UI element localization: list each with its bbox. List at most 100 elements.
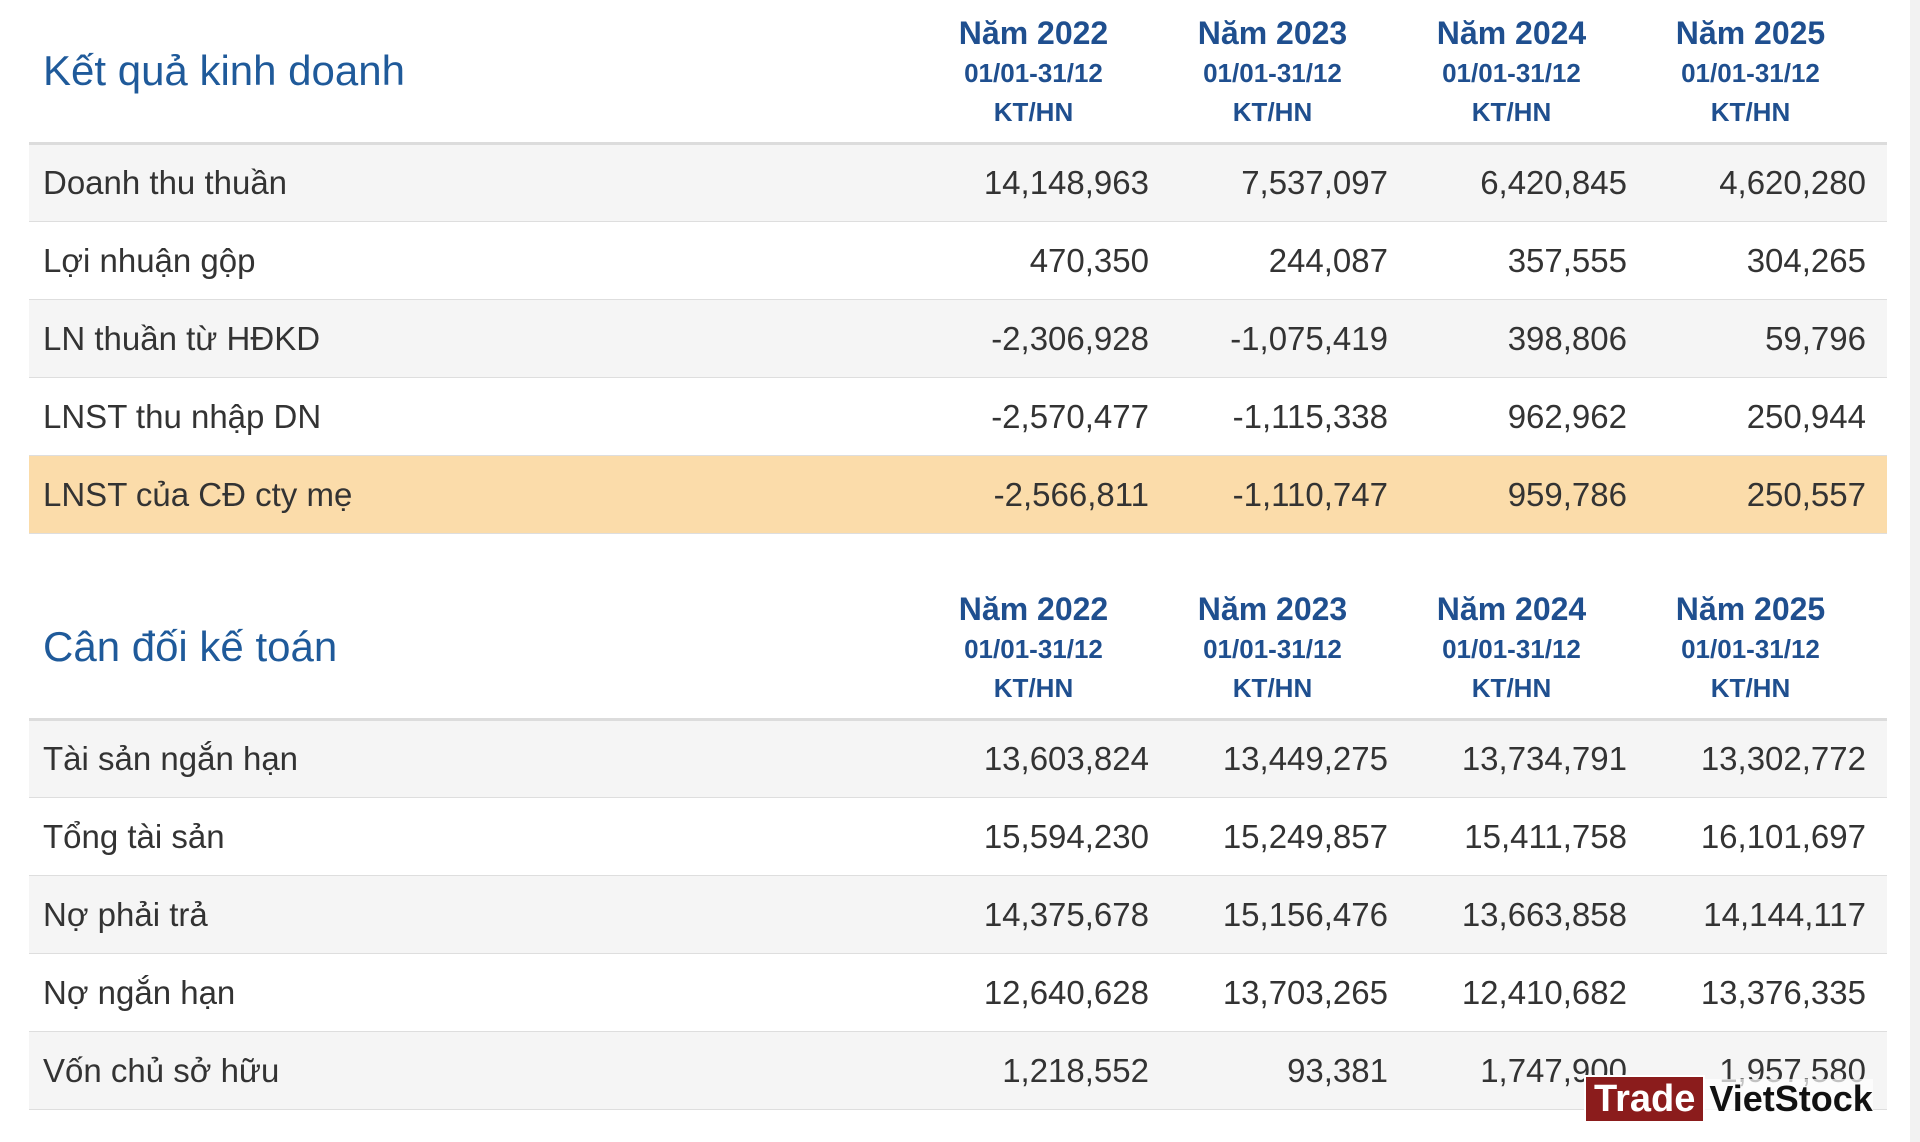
table-row: LN thuần từ HĐKD -2,306,928 -1,075,419 3… xyxy=(29,299,1887,378)
row-value: 15,594,230 xyxy=(914,797,1153,876)
row-spacer xyxy=(1870,719,1887,798)
table-row: Tổng tài sản 15,594,230 15,249,857 15,41… xyxy=(29,797,1887,876)
column-type-label: KT/HN xyxy=(1471,96,1552,127)
row-value: 470,350 xyxy=(914,221,1153,300)
row-label[interactable]: Tổng tài sản xyxy=(29,797,914,876)
table-row: Vốn chủ sở hữu 1,218,552 93,381 1,747,90… xyxy=(29,1031,1887,1110)
row-value: 13,376,335 xyxy=(1631,953,1870,1032)
table-row: Nợ phải trả 14,375,678 15,156,476 13,663… xyxy=(29,875,1887,954)
row-label[interactable]: LNST của CĐ cty mẹ xyxy=(29,455,914,534)
row-value: -2,566,811 xyxy=(914,455,1153,534)
column-type-label: KT/HN xyxy=(1232,96,1313,127)
row-label[interactable]: LNST thu nhập DN xyxy=(29,377,914,456)
column-type-label: KT/HN xyxy=(1232,672,1313,703)
row-value: 1,218,552 xyxy=(914,1031,1153,1110)
row-label[interactable]: Doanh thu thuần xyxy=(29,143,914,222)
header-spacer xyxy=(1870,576,1887,721)
column-header-year: Năm 2024 01/01-31/12 KT/HN xyxy=(1392,0,1631,145)
row-label[interactable]: Tài sản ngắn hạn xyxy=(29,719,914,798)
column-period-label: 01/01-31/12 xyxy=(1442,634,1581,664)
row-value: 93,381 xyxy=(1153,1031,1392,1110)
row-spacer xyxy=(1870,797,1887,876)
row-value: 13,449,275 xyxy=(1153,719,1392,798)
income-statement-table: Kết quả kinh doanh Năm 2022 01/01-31/12 … xyxy=(29,0,1887,534)
row-value: -1,110,747 xyxy=(1153,455,1392,534)
column-year-label: Năm 2025 xyxy=(1675,590,1826,627)
row-label[interactable]: Nợ ngắn hạn xyxy=(29,953,914,1032)
section-title-balance-sheet[interactable]: Cân đối kế toán xyxy=(29,576,914,721)
column-type-label: KT/HN xyxy=(993,96,1074,127)
balance-sheet-table: Cân đối kế toán Năm 2022 01/01-31/12 KT/… xyxy=(29,576,1887,1110)
row-value: 4,620,280 xyxy=(1631,143,1870,222)
table-row: Tài sản ngắn hạn 13,603,824 13,449,275 1… xyxy=(29,719,1887,798)
section-title-income-statement[interactable]: Kết quả kinh doanh xyxy=(29,0,914,145)
column-header-year: Năm 2022 01/01-31/12 KT/HN xyxy=(914,0,1153,145)
column-period-label: 01/01-31/12 xyxy=(964,58,1103,88)
watermark-vietstock-text: VietStock xyxy=(1705,1079,1873,1119)
row-spacer xyxy=(1870,455,1887,534)
column-header-year: Năm 2024 01/01-31/12 KT/HN xyxy=(1392,576,1631,721)
row-value: 15,249,857 xyxy=(1153,797,1392,876)
row-spacer xyxy=(1870,299,1887,378)
row-value: 13,734,791 xyxy=(1392,719,1631,798)
row-value: 13,663,858 xyxy=(1392,875,1631,954)
row-value: 13,603,824 xyxy=(914,719,1153,798)
row-value: 398,806 xyxy=(1392,299,1631,378)
column-period-label: 01/01-31/12 xyxy=(1681,58,1820,88)
row-value: 959,786 xyxy=(1392,455,1631,534)
row-value: 15,156,476 xyxy=(1153,875,1392,954)
vertical-scrollbar[interactable] xyxy=(1910,0,1920,1142)
row-value: 7,537,097 xyxy=(1153,143,1392,222)
column-header-year: Năm 2023 01/01-31/12 KT/HN xyxy=(1153,0,1392,145)
row-value: 12,640,628 xyxy=(914,953,1153,1032)
column-year-label: Năm 2022 xyxy=(958,590,1109,627)
row-value: 250,557 xyxy=(1631,455,1870,534)
row-value: -1,115,338 xyxy=(1153,377,1392,456)
row-value: 14,144,117 xyxy=(1631,875,1870,954)
row-value: 59,796 xyxy=(1631,299,1870,378)
row-value: 962,962 xyxy=(1392,377,1631,456)
table-row: Nợ ngắn hạn 12,640,628 13,703,265 12,410… xyxy=(29,953,1887,1032)
column-header-year: Năm 2023 01/01-31/12 KT/HN xyxy=(1153,576,1392,721)
balance-sheet-header-row: Cân đối kế toán Năm 2022 01/01-31/12 KT/… xyxy=(29,576,1887,721)
row-value: -2,306,928 xyxy=(914,299,1153,378)
row-value: 15,411,758 xyxy=(1392,797,1631,876)
column-period-label: 01/01-31/12 xyxy=(1203,58,1342,88)
row-value: 250,944 xyxy=(1631,377,1870,456)
column-header-year: Năm 2025 01/01-31/12 KT/HN xyxy=(1631,576,1870,721)
header-spacer xyxy=(1870,0,1887,145)
table-row: Lợi nhuận gộp 470,350 244,087 357,555 30… xyxy=(29,221,1887,300)
column-type-label: KT/HN xyxy=(1710,672,1791,703)
table-row: Doanh thu thuần 14,148,963 7,537,097 6,4… xyxy=(29,143,1887,222)
row-label[interactable]: Lợi nhuận gộp xyxy=(29,221,914,300)
row-value: 244,087 xyxy=(1153,221,1392,300)
row-spacer xyxy=(1870,875,1887,954)
income-statement-header-row: Kết quả kinh doanh Năm 2022 01/01-31/12 … xyxy=(29,0,1887,145)
row-label[interactable]: Vốn chủ sở hữu xyxy=(29,1031,914,1110)
column-header-year: Năm 2025 01/01-31/12 KT/HN xyxy=(1631,0,1870,145)
column-year-label: Năm 2024 xyxy=(1436,590,1587,627)
row-label[interactable]: LN thuần từ HĐKD xyxy=(29,299,914,378)
row-value: 14,375,678 xyxy=(914,875,1153,954)
row-spacer xyxy=(1870,377,1887,456)
column-period-label: 01/01-31/12 xyxy=(1442,58,1581,88)
row-value: 6,420,845 xyxy=(1392,143,1631,222)
row-value: 13,302,772 xyxy=(1631,719,1870,798)
column-period-label: 01/01-31/12 xyxy=(1203,634,1342,664)
row-value: 16,101,697 xyxy=(1631,797,1870,876)
row-value: 304,265 xyxy=(1631,221,1870,300)
row-label[interactable]: Nợ phải trả xyxy=(29,875,914,954)
column-header-year: Năm 2022 01/01-31/12 KT/HN xyxy=(914,576,1153,721)
tradevietstock-watermark-logo: Trade VietStock xyxy=(1584,1075,1873,1123)
column-type-label: KT/HN xyxy=(1710,96,1791,127)
column-period-label: 01/01-31/12 xyxy=(1681,634,1820,664)
column-year-label: Năm 2023 xyxy=(1197,590,1348,627)
column-type-label: KT/HN xyxy=(1471,672,1552,703)
row-spacer xyxy=(1870,143,1887,222)
row-spacer xyxy=(1870,953,1887,1032)
row-value: -2,570,477 xyxy=(914,377,1153,456)
row-value: 357,555 xyxy=(1392,221,1631,300)
column-year-label: Năm 2023 xyxy=(1197,14,1348,51)
column-year-label: Năm 2025 xyxy=(1675,14,1826,51)
